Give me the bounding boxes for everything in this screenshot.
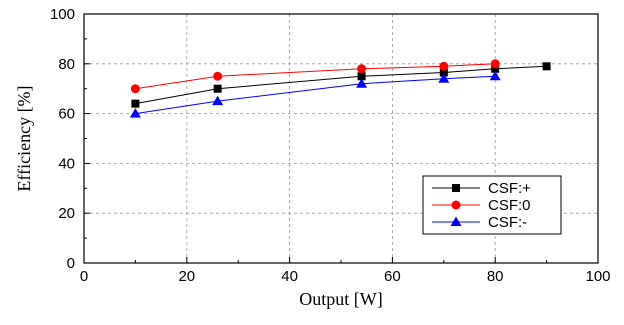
data-point [542, 62, 551, 71]
series-group [129, 70, 501, 118]
series-line [135, 65, 547, 105]
data-point [213, 71, 223, 81]
x-axis-title: Output [W] [299, 289, 382, 309]
data-point [213, 84, 222, 93]
data-point [439, 61, 449, 71]
x-tick-label: 20 [178, 268, 195, 285]
series-layer [129, 59, 551, 118]
y-tick-label: 0 [67, 255, 75, 272]
data-point [130, 84, 140, 94]
data-point [357, 64, 367, 74]
x-tick-label: 0 [80, 268, 88, 285]
data-point [131, 99, 140, 108]
series-group [131, 62, 551, 108]
legend-label: CSF:- [488, 214, 527, 231]
x-tick-label: 80 [487, 268, 504, 285]
data-point [491, 64, 500, 73]
legend-label: CSF:+ [488, 180, 531, 197]
data-point [489, 70, 501, 81]
legend-marker [450, 216, 462, 226]
data-point [490, 59, 500, 69]
y-tick-label: 60 [58, 106, 75, 123]
data-point [439, 68, 448, 77]
y-axis-title: Efficiency [%] [14, 85, 34, 191]
x-tick-label: 40 [281, 268, 298, 285]
data-point [356, 78, 368, 88]
y-tick-label: 100 [50, 6, 75, 23]
legend-marker [452, 184, 460, 192]
axes: 0 20 40 60 80 100 0 20 40 60 80 100 [50, 6, 611, 285]
y-tick-label: 20 [58, 205, 75, 222]
data-point [129, 108, 141, 118]
data-point [212, 95, 224, 106]
x-tick-label: 100 [585, 268, 610, 285]
legend-marker [451, 200, 461, 210]
data-point [438, 73, 450, 83]
y-tick-label: 80 [58, 56, 75, 73]
y-tick-label: 40 [58, 155, 75, 172]
data-point [357, 72, 366, 81]
series-group [130, 59, 500, 94]
legend-label: CSF:0 [488, 197, 531, 214]
x-tick-label: 60 [384, 268, 401, 285]
